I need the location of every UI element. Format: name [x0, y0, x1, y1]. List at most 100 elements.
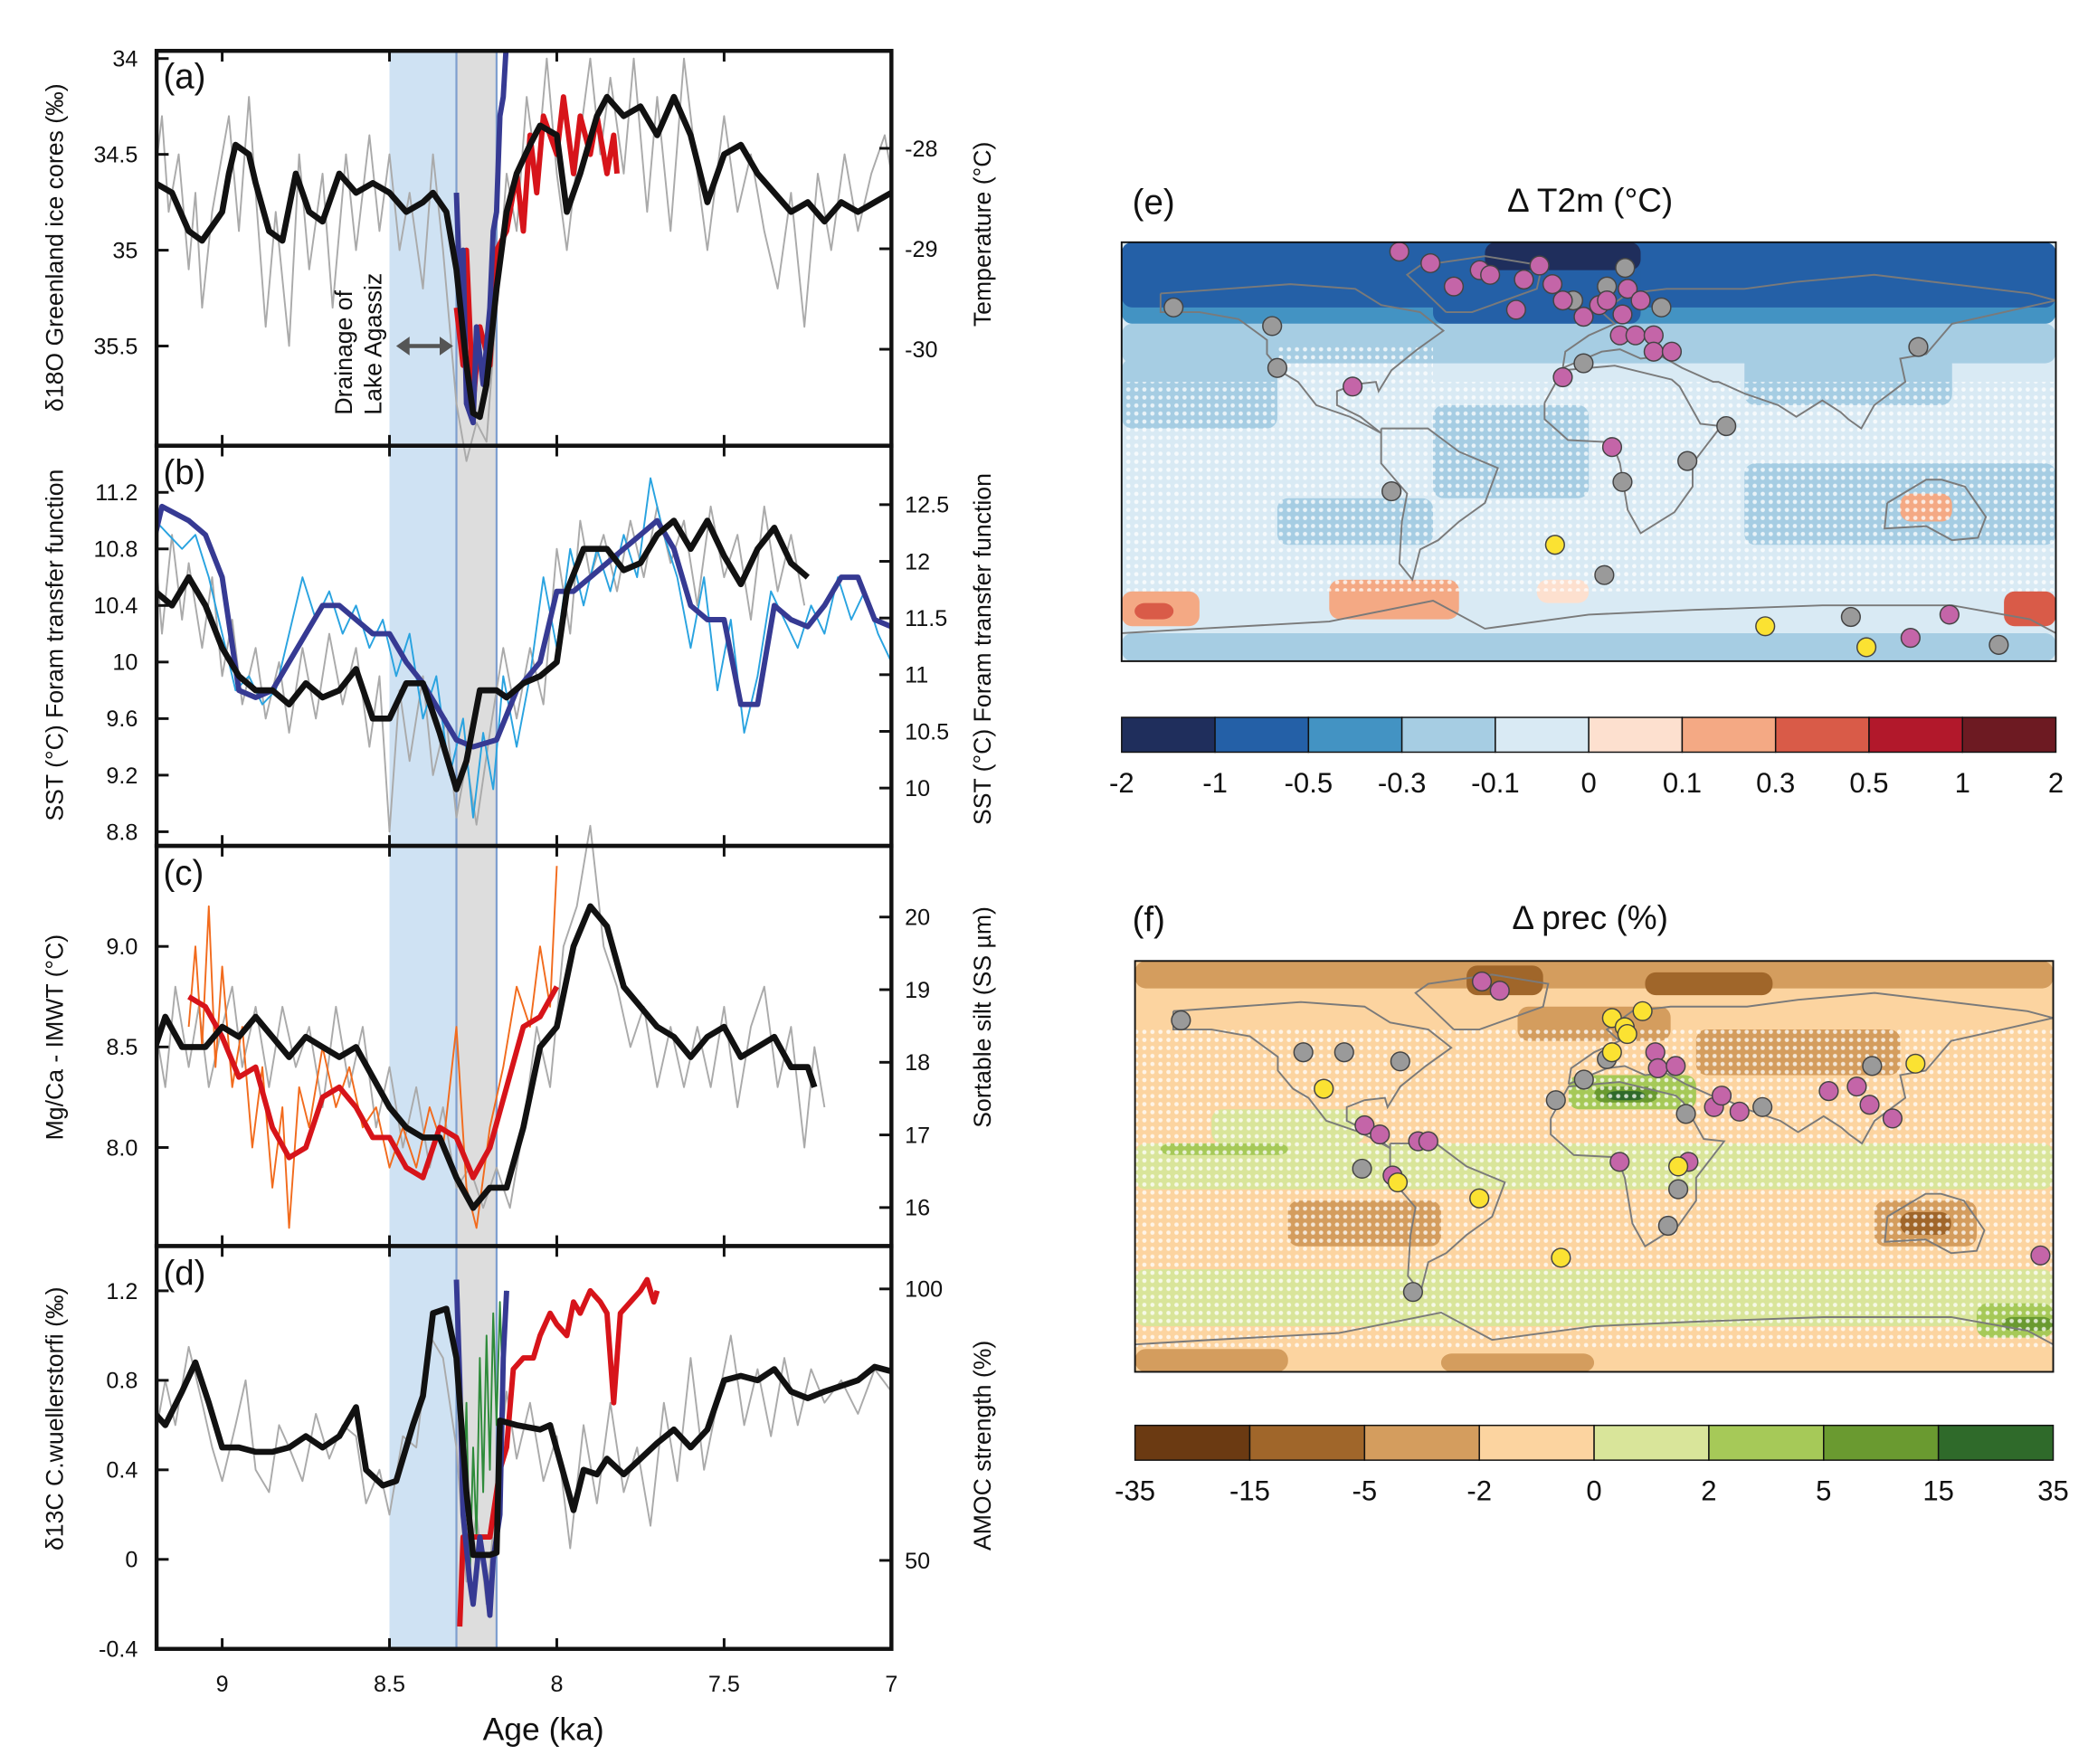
proxy-marker-gray [1171, 1010, 1191, 1030]
proxy-marker-pink [1612, 304, 1633, 325]
proxy-marker-gray [1675, 1104, 1696, 1124]
x-axis-label: Age (ka) [483, 1711, 604, 1747]
proxy-marker-yellow [1668, 1156, 1689, 1177]
proxy-marker-gray [1333, 1042, 1354, 1063]
colorbar-label: 2 [1701, 1475, 1716, 1507]
colorbar-label: 0.3 [1756, 767, 1795, 799]
x-tick-label: 7.5 [708, 1672, 740, 1697]
proxy-marker-pink [1471, 971, 1493, 992]
left-tick-label: 1.2 [106, 1279, 138, 1304]
proxy-marker-gray [1615, 258, 1636, 279]
proxy-marker-gray [1908, 337, 1929, 357]
right-tick-label: 19 [905, 978, 930, 1003]
right-axis-label-b: SST (°C) Foram transfer function [969, 473, 996, 825]
proxy-marker-gray [1668, 1179, 1689, 1200]
series-line-b-0 [157, 505, 806, 833]
coastline [1380, 427, 1499, 582]
proxy-marker-pink [1542, 274, 1563, 295]
proxy-marker-pink [1597, 290, 1618, 311]
colorbar-label: 5 [1816, 1475, 1831, 1507]
panel-frame [154, 49, 894, 448]
series-line-d-2 [457, 1276, 660, 1627]
colorbar-label: 15 [1922, 1475, 1954, 1507]
proxy-marker-pink [1625, 325, 1646, 346]
arrow-head [395, 337, 410, 356]
colorbar-label: -5 [1352, 1475, 1378, 1507]
proxy-marker-pink [1643, 341, 1664, 362]
x-tick-label: 8.5 [374, 1672, 405, 1697]
coastline [1121, 600, 2056, 634]
proxy-marker-pink [1370, 1124, 1390, 1145]
coastline [1543, 365, 1723, 535]
proxy-marker-yellow [1314, 1078, 1334, 1099]
proxy-marker-pink [1389, 242, 1409, 262]
right-tick-label: 11.5 [905, 606, 947, 631]
proxy-marker-pink [1666, 1056, 1686, 1076]
colorbar-label: -0.1 [1471, 767, 1519, 799]
proxy-marker-gray [1402, 1282, 1423, 1303]
series-group [157, 51, 892, 1627]
proxy-marker-gray [1381, 480, 1402, 502]
right-tick-label: -30 [905, 337, 937, 363]
left-axis-label-d: δ13C C.wuellerstorfi (‰) [42, 1287, 69, 1551]
map-field-region [1121, 633, 2056, 661]
left-tick-label: 34 [112, 47, 138, 72]
left-axis-label-b: SST (°C) Foram transfer function [42, 469, 69, 821]
x-tick-label: 7 [885, 1672, 897, 1697]
proxy-marker-gray [1573, 1069, 1594, 1090]
proxy-marker-yellow [1855, 637, 1877, 658]
colorbar-swatch [1121, 716, 1216, 754]
proxy-marker-pink [2030, 1245, 2051, 1266]
series-line-a-3 [157, 93, 892, 421]
proxy-marker-pink [1609, 1152, 1630, 1172]
map-frame [1134, 960, 2055, 1373]
proxy-marker-pink [1552, 366, 1573, 388]
colorbar-label: -1 [1202, 767, 1228, 799]
coastline [1550, 1081, 1726, 1248]
colorbar-swatch [1478, 1424, 1595, 1461]
proxy-marker-yellow [1469, 1188, 1490, 1209]
proxy-marker-gray [1573, 353, 1594, 374]
colorbar-label: 0.5 [1849, 767, 1888, 799]
map-field-region [1134, 1349, 1288, 1372]
series-line-c-2 [187, 985, 560, 1181]
colorbar-label: 0 [1586, 1475, 1601, 1507]
proxy-marker-gray [1862, 1056, 1883, 1076]
left-tick-label: 10.8 [93, 537, 138, 563]
proxy-marker-yellow [1551, 1247, 1571, 1268]
colorbar-label: 0 [1581, 767, 1597, 799]
left-tick-label: 0 [125, 1548, 138, 1573]
arrow-head [440, 337, 453, 356]
proxy-marker-gray [1545, 1090, 1566, 1111]
proxy-marker-pink [1647, 1057, 1668, 1078]
colorbar-swatch [1823, 1424, 1940, 1461]
map-panels: -2 -1 -0.5 -0.3 -0.1 0 0.1 0.3 0.5 1 2 -35 -15 -5 -2 0 2… [1109, 241, 2069, 1507]
right-tick-label: 10.5 [905, 719, 949, 744]
coastline [1159, 283, 1446, 434]
proxy-marker-gray [1657, 1215, 1678, 1237]
proxy-marker-pink [1505, 299, 1526, 320]
coastline [1414, 973, 1550, 1031]
proxy-marker-gray [1267, 357, 1288, 378]
proxy-marker-gray [1988, 634, 2009, 655]
colorbar-label: 35 [2037, 1475, 2069, 1507]
proxy-marker-pink [1529, 255, 1550, 276]
panel-label-e: (e) [1133, 184, 1175, 223]
series-line-c-1 [187, 866, 558, 1229]
proxy-marker-gray [1612, 471, 1633, 492]
left-tick-label: 10 [112, 650, 138, 676]
proxy-marker-gray [1594, 564, 1615, 585]
proxy-marker-pink [1859, 1095, 1880, 1115]
colorbar-swatch [1400, 716, 1496, 754]
map-f [1134, 961, 2054, 1372]
series-line-c-3 [157, 903, 818, 1211]
colorbar-swatch [1134, 1424, 1251, 1461]
proxy-marker-pink [1630, 290, 1651, 311]
left-tick-label: 0.4 [106, 1458, 138, 1484]
series-line-b-3 [157, 517, 811, 792]
right-tick-label: 20 [905, 906, 930, 931]
left-axis-label-a: δ18O Greenland ice cores (‰) [42, 83, 69, 412]
proxy-marker-gray [1716, 415, 1737, 437]
colorbar-swatch [1248, 1424, 1366, 1461]
left-tick-label: 0.8 [106, 1369, 138, 1394]
